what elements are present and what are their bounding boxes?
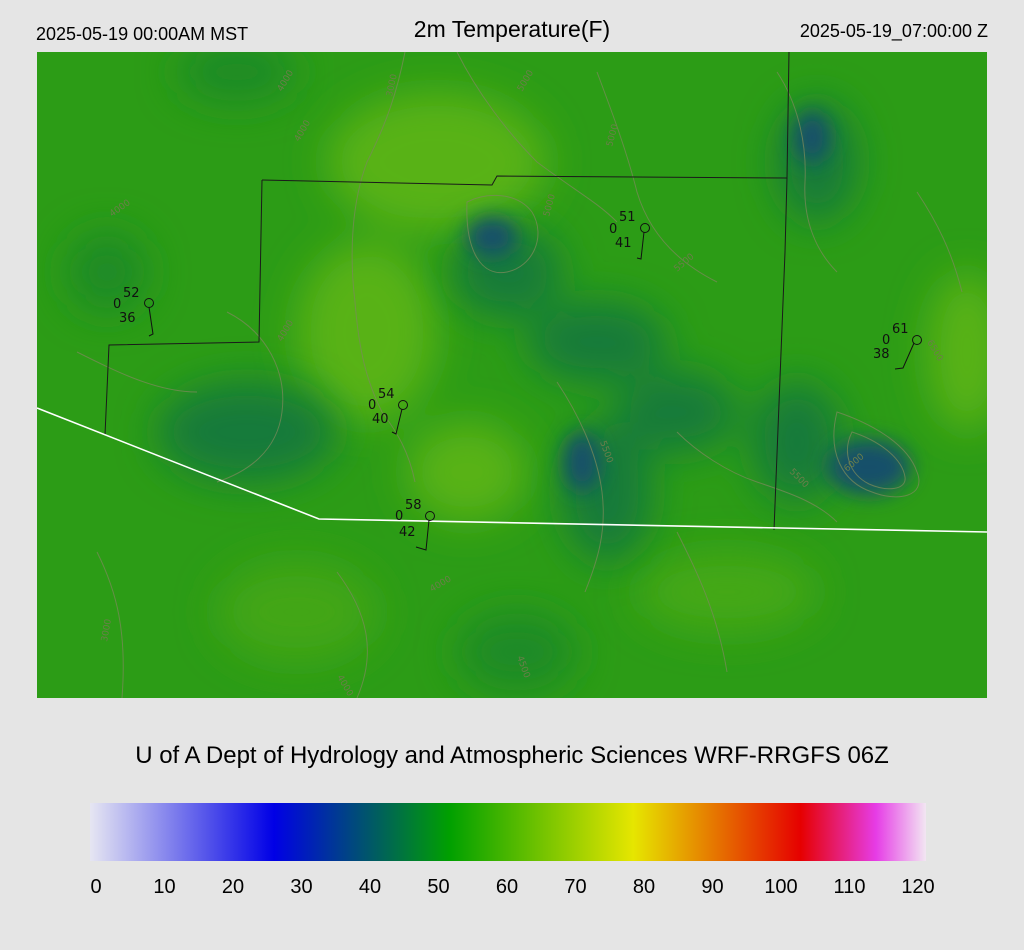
station-temp: 58 xyxy=(405,498,422,513)
station-dewpoint: 36 xyxy=(119,311,136,326)
station-wind: 0 xyxy=(368,398,376,413)
station-dewpoint: 38 xyxy=(873,347,890,362)
contour-label: 3000 xyxy=(385,73,400,98)
warm-areas xyxy=(217,92,987,662)
station-temp: 54 xyxy=(378,387,395,402)
station-dewpoint: 42 xyxy=(399,525,416,540)
station-temp: 52 xyxy=(123,286,140,301)
colorbar-tick-label: 60 xyxy=(495,876,519,898)
station-wind: 0 xyxy=(113,297,121,312)
station-temp: 51 xyxy=(619,210,636,225)
station-plot[interactable]: 52 0 36 xyxy=(113,286,154,337)
contour-label: 3000 xyxy=(100,618,114,643)
colorbar-tick-label: 100 xyxy=(764,876,798,898)
station-wind: 0 xyxy=(609,222,617,237)
temperature-colorbar xyxy=(90,803,926,861)
colorbar-tick-label: 30 xyxy=(290,876,313,898)
utc-time-label: 2025-05-19_07:00:00 Z xyxy=(799,21,988,41)
colorbar-tick-label: 50 xyxy=(427,876,450,898)
local-time-label: 2025-05-19 00:00AM MST xyxy=(36,24,249,44)
terrain-contours xyxy=(76,52,963,698)
station-dewpoint: 40 xyxy=(372,412,389,427)
station-plot[interactable]: 54 0 40 xyxy=(368,387,408,435)
colorbar-tick-label: 0 xyxy=(90,876,102,898)
temperature-map[interactable]: 3000 3000 4000 4000 4000 4000 4000 4000 … xyxy=(37,52,987,698)
state-border xyxy=(37,407,987,533)
colorbar-tick-label: 40 xyxy=(358,876,382,898)
colorbar-tick-label: 80 xyxy=(632,876,656,898)
colorbar-tick-label: 120 xyxy=(901,876,935,898)
model-credit: U of A Dept of Hydrology and Atmospheric… xyxy=(135,742,889,769)
station-dewpoint: 41 xyxy=(615,236,632,251)
colorbar-tick-label: 10 xyxy=(153,876,176,898)
station-wind: 0 xyxy=(395,509,403,524)
colorbar-tick-label: 20 xyxy=(221,876,245,898)
station-plot[interactable]: 51 0 41 xyxy=(609,210,650,260)
colorbar-tick-label: 110 xyxy=(833,876,866,898)
county-borders xyxy=(104,52,790,531)
station-plot[interactable]: 61 0 38 xyxy=(873,322,922,370)
station-temp: 61 xyxy=(892,322,909,337)
map-canvas: 3000 3000 4000 4000 4000 4000 4000 4000 … xyxy=(37,52,987,698)
station-plot[interactable]: 58 0 42 xyxy=(395,498,435,551)
map-title: 2m Temperature(F) xyxy=(413,16,611,42)
colorbar-tick-label: 70 xyxy=(564,876,587,898)
station-wind: 0 xyxy=(882,333,890,348)
colorbar-tick-label: 90 xyxy=(701,876,724,898)
